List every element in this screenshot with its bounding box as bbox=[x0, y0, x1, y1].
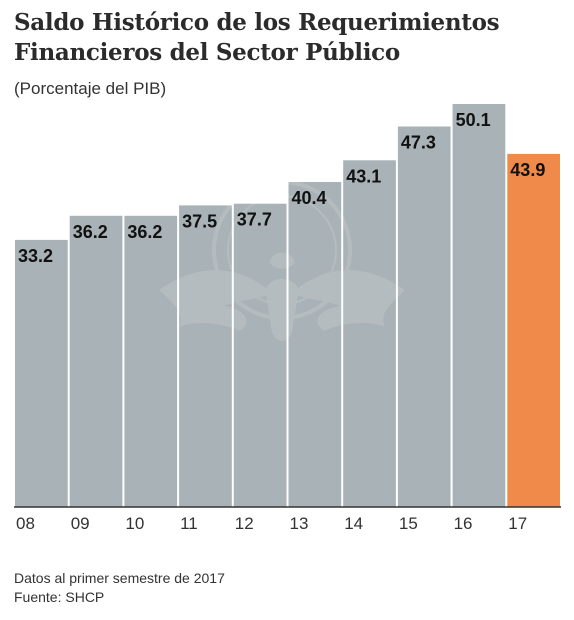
x-tick-label-13: 13 bbox=[290, 514, 309, 533]
bar-11 bbox=[179, 205, 232, 507]
x-tick-label-17: 17 bbox=[508, 514, 527, 533]
bars-group bbox=[15, 104, 560, 508]
x-tick-label-15: 15 bbox=[399, 514, 418, 533]
footnote: Datos al primer semestre de 2017 bbox=[14, 570, 225, 586]
x-tick-label-16: 16 bbox=[454, 514, 473, 533]
bar-chart: 33.2 36.2 36.2 37.5 37.7 40.4 43.1 47.3 50.1 43.9… bbox=[14, 104, 561, 533]
x-tick-label-12: 12 bbox=[235, 514, 254, 533]
chart-subtitle: (Porcentaje del PIB) bbox=[14, 79, 167, 98]
chart-title: Saldo Histórico de los Requerimientos Fi… bbox=[14, 9, 500, 66]
bar-13 bbox=[288, 182, 342, 507]
data-label-08: 33.2 bbox=[18, 246, 53, 266]
data-label-14: 43.1 bbox=[346, 166, 381, 186]
data-label-16: 50.1 bbox=[456, 110, 491, 130]
chart-footer: Datos al primer semestre de 2017 Fuente:… bbox=[14, 569, 225, 607]
bar-15 bbox=[397, 126, 451, 507]
data-label-15: 47.3 bbox=[401, 133, 436, 153]
data-label-10: 36.2 bbox=[127, 222, 162, 242]
data-label-11: 37.5 bbox=[182, 211, 217, 231]
bar-10 bbox=[124, 215, 178, 508]
bar-17 bbox=[507, 153, 560, 507]
x-tick-label-09: 09 bbox=[71, 514, 90, 533]
x-tick-labels-group: 08 09 10 11 12 13 14 15 16 17 bbox=[16, 514, 527, 533]
bar-09 bbox=[69, 215, 123, 508]
x-tick-label-10: 10 bbox=[125, 514, 144, 533]
data-label-12: 37.7 bbox=[237, 210, 272, 230]
source-note: Fuente: SHCP bbox=[14, 589, 105, 605]
data-labels-group: 33.2 36.2 36.2 37.5 37.7 40.4 43.1 47.3 50.1 43.9 bbox=[18, 110, 545, 266]
x-tick-label-11: 11 bbox=[180, 514, 198, 533]
x-tick-label-08: 08 bbox=[16, 514, 35, 533]
bar-08 bbox=[15, 239, 68, 507]
data-label-09: 36.2 bbox=[73, 222, 108, 242]
data-label-17: 43.9 bbox=[510, 160, 545, 180]
bar-16 bbox=[452, 104, 506, 507]
bar-14 bbox=[343, 160, 396, 508]
bar-12 bbox=[233, 203, 287, 507]
data-label-13: 40.4 bbox=[292, 188, 327, 208]
x-tick-label-14: 14 bbox=[344, 514, 363, 533]
eagle-emblem-watermark bbox=[159, 180, 405, 341]
